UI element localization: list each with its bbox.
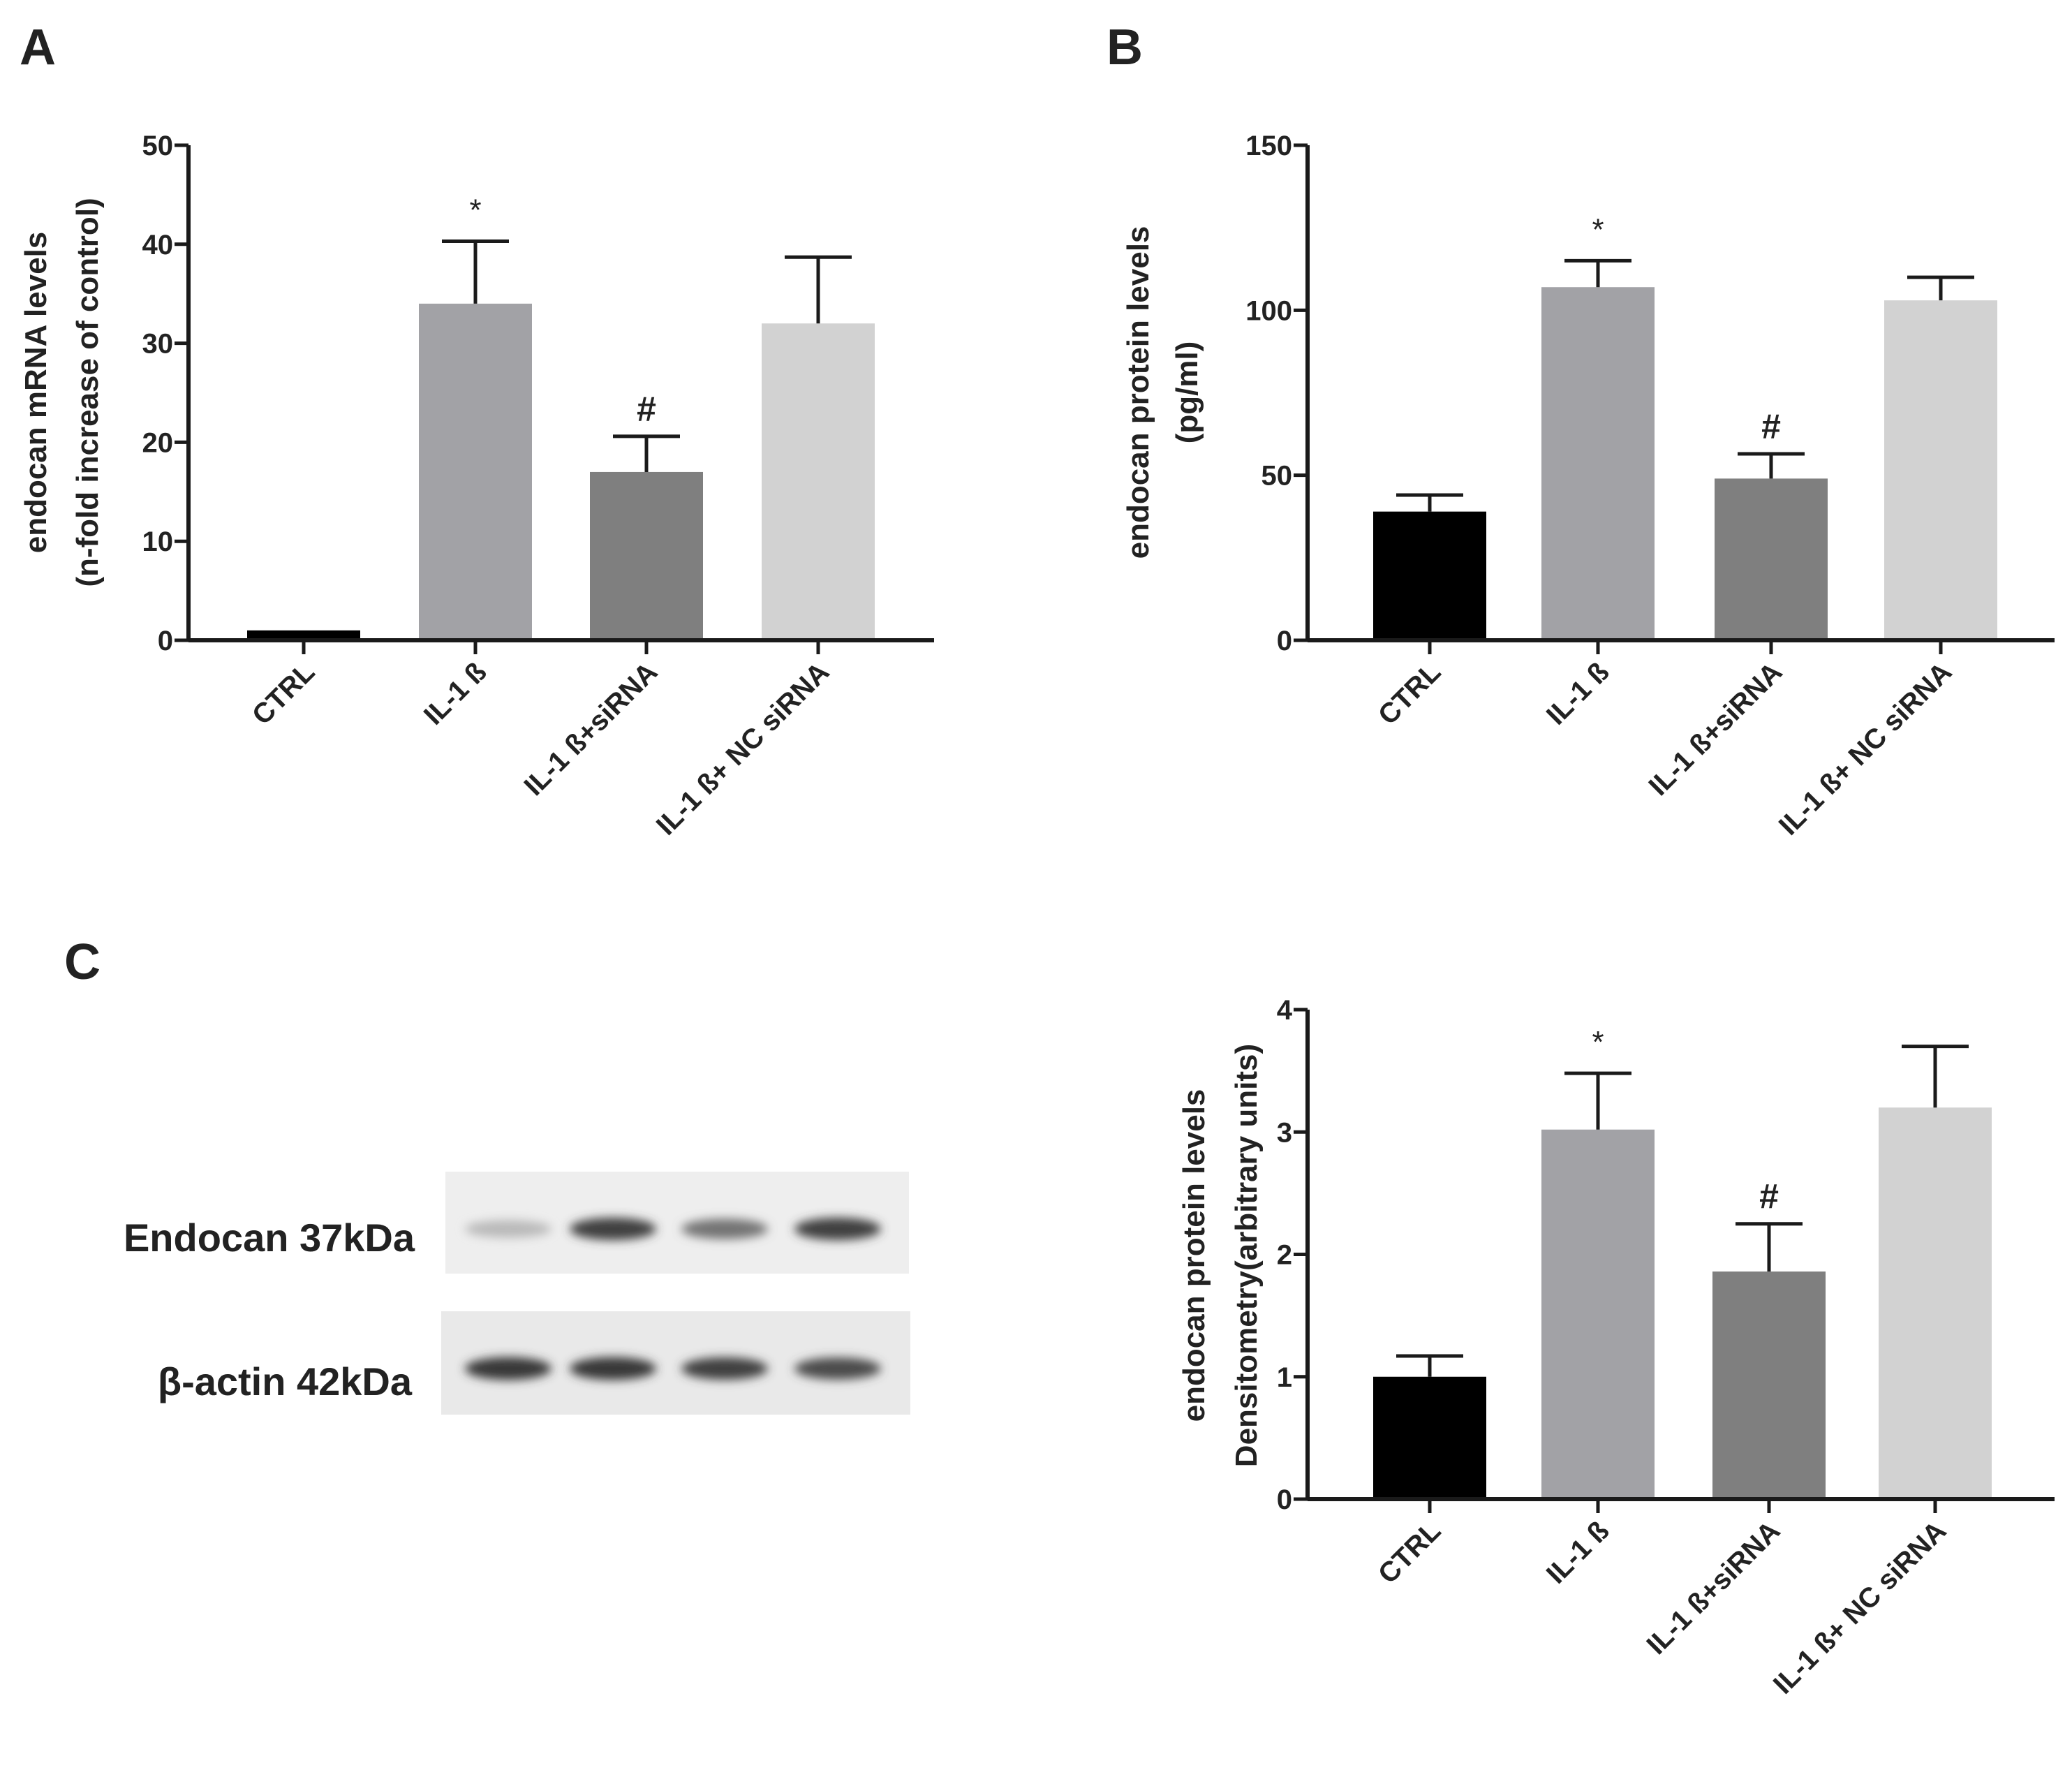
blot-band-actin-1 bbox=[465, 1357, 552, 1380]
error-bar-a-2 bbox=[442, 239, 509, 304]
y-tick-label-c-3: 3 bbox=[1277, 1117, 1292, 1148]
bar-a-2 bbox=[419, 303, 532, 640]
y-tick-label-a-0: 0 bbox=[158, 626, 173, 656]
error-bar-c-1 bbox=[1396, 1354, 1463, 1377]
blot-band-endocan-2 bbox=[570, 1217, 656, 1241]
error-bar-c-4 bbox=[1902, 1045, 1969, 1108]
y-tick-label-c-4: 4 bbox=[1277, 995, 1293, 1026]
significance-marker-c-3: # bbox=[1759, 1177, 1779, 1216]
x-category-label-a-1: CTRL bbox=[246, 656, 321, 731]
y-axis-title-a-1: endocan mRNA levels bbox=[19, 232, 53, 554]
panel-letter-c: C bbox=[64, 934, 101, 990]
blot-bands bbox=[465, 1217, 881, 1380]
blot-band-actin-2 bbox=[570, 1357, 656, 1380]
error-bar-c-2 bbox=[1564, 1071, 1631, 1130]
y-axis-title-c-2: Densitometry(arbitrary units) bbox=[1229, 1044, 1264, 1467]
error-bar-a-3 bbox=[613, 434, 680, 472]
significance-marker-a-2: * bbox=[469, 193, 481, 228]
bar-b-2 bbox=[1541, 287, 1655, 640]
blot-band-actin-3 bbox=[681, 1357, 768, 1380]
x-category-label-c-2: IL-1 ß bbox=[1541, 1515, 1615, 1590]
y-tick-label-c-1: 1 bbox=[1277, 1362, 1292, 1393]
blot-band-endocan-4 bbox=[794, 1217, 881, 1241]
y-tick-label-b-2: 100 bbox=[1245, 295, 1292, 326]
significance-marker-b-2: * bbox=[1592, 212, 1604, 246]
y-tick-label-c-0: 0 bbox=[1277, 1484, 1292, 1515]
significance-marker-a-3: # bbox=[637, 390, 656, 429]
y-tick-label-b-0: 0 bbox=[1277, 626, 1292, 656]
y-axis-title-c-1: endocan protein levels bbox=[1177, 1089, 1211, 1422]
x-category-label-c-3: IL-1 ß+siRNA bbox=[1641, 1515, 1786, 1660]
blot-band-actin-4 bbox=[794, 1357, 881, 1380]
western-blot: Endocan 37kDa β-actin 42kDa bbox=[124, 1172, 910, 1415]
bar-a-3 bbox=[590, 471, 703, 640]
y-tick-label-b-1: 50 bbox=[1261, 461, 1293, 492]
x-category-label-a-3: IL-1 ß+siRNA bbox=[518, 656, 663, 802]
error-bar-b-1 bbox=[1396, 493, 1463, 512]
blot-band-endocan-1 bbox=[465, 1220, 552, 1238]
x-category-label-b-4: IL-1 ß+ NC siRNA bbox=[1773, 656, 1958, 841]
significance-marker-c-2: * bbox=[1592, 1025, 1604, 1059]
y-tick-label-a-3: 30 bbox=[142, 329, 174, 360]
x-category-label-b-1: CTRL bbox=[1372, 656, 1447, 731]
bar-c-1 bbox=[1373, 1376, 1486, 1499]
blot-label-actin: β-actin 42kDa bbox=[158, 1359, 413, 1403]
bar-b-4 bbox=[1884, 300, 1997, 640]
x-category-label-a-4: IL-1 ß+ NC siRNA bbox=[651, 656, 835, 841]
bar-c-2 bbox=[1541, 1129, 1655, 1499]
bar-a-4 bbox=[762, 323, 875, 640]
blot-band-endocan-3 bbox=[681, 1218, 768, 1239]
error-bar-a-4 bbox=[785, 255, 852, 324]
y-axis-title-b-2: (pg/ml) bbox=[1170, 341, 1204, 444]
y-tick-label-a-5: 50 bbox=[142, 131, 174, 161]
chart-panel-a: * #0 10 20 30 40 50 CTRL IL-1 ß IL-1 ß+siRNAIL-1 … bbox=[19, 131, 934, 841]
bar-b-3 bbox=[1715, 478, 1828, 640]
error-bar-c-3 bbox=[1736, 1222, 1803, 1272]
y-tick-label-b-3: 150 bbox=[1245, 131, 1292, 161]
x-category-label-b-2: IL-1 ß bbox=[1541, 656, 1615, 731]
x-category-label-b-3: IL-1 ß+siRNA bbox=[1643, 656, 1788, 802]
significance-marker-b-3: # bbox=[1761, 407, 1781, 446]
y-axis-title-b-1: endocan protein levels bbox=[1121, 226, 1155, 559]
error-bar-b-4 bbox=[1907, 275, 1974, 301]
y-tick-label-a-2: 20 bbox=[142, 427, 174, 458]
bar-a-1 bbox=[247, 630, 360, 640]
x-category-label-a-2: IL-1 ß bbox=[418, 656, 493, 731]
y-tick-label-c-2: 2 bbox=[1277, 1240, 1292, 1271]
x-category-label-c-4: IL-1 ß+ NC siRNA bbox=[1768, 1515, 1952, 1700]
panel-letter-a: A bbox=[20, 20, 56, 75]
bar-c-3 bbox=[1712, 1271, 1826, 1499]
y-axis-title-a-2: (n-fold increase of control) bbox=[71, 198, 105, 587]
y-tick-label-a-1: 10 bbox=[142, 526, 174, 557]
panel-letter-b: B bbox=[1107, 20, 1143, 75]
x-category-label-c-1: CTRL bbox=[1372, 1515, 1447, 1590]
bar-b-1 bbox=[1373, 511, 1486, 640]
blot-label-endocan: Endocan 37kDa bbox=[124, 1216, 415, 1260]
error-bar-b-3 bbox=[1738, 452, 1805, 479]
y-tick-label-a-4: 40 bbox=[142, 230, 174, 260]
error-bar-b-2 bbox=[1564, 258, 1631, 288]
bar-c-4 bbox=[1879, 1107, 1992, 1499]
